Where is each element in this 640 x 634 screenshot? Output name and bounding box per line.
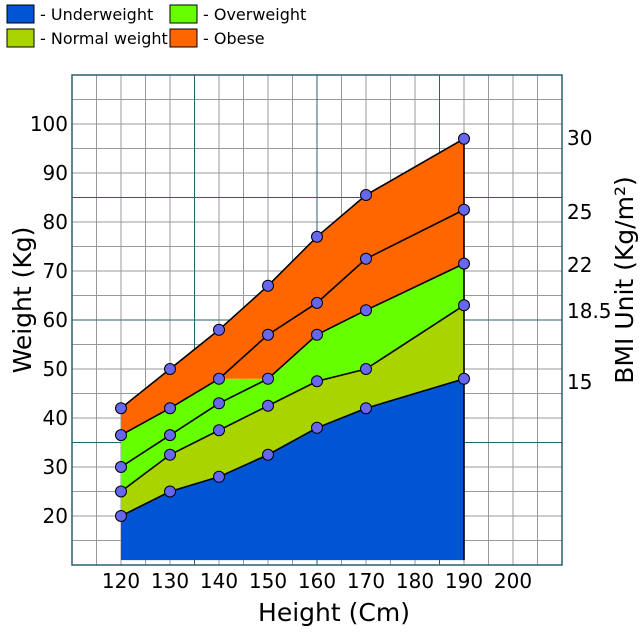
legend-label: - Obese (203, 29, 265, 48)
x-tick-label: 170 (347, 569, 385, 593)
bmi-tick-label: 30 (567, 126, 592, 150)
y-tick-label: 70 (43, 259, 68, 283)
y-tick-label: 90 (43, 161, 68, 185)
data-point (115, 402, 127, 415)
area-obese (121, 138, 464, 436)
data-point (115, 429, 127, 442)
data-markers (115, 132, 470, 522)
data-point (311, 421, 323, 434)
x-tick-label: 130 (151, 569, 189, 593)
data-point (262, 328, 274, 341)
data-point (311, 296, 323, 309)
x-tick-label: 150 (249, 569, 287, 593)
data-point (213, 323, 225, 336)
area-underweight (121, 378, 464, 561)
data-point (311, 230, 323, 243)
x-tick-label: 140 (200, 569, 238, 593)
y-tick-label: 100 (30, 112, 68, 136)
data-point (360, 252, 372, 265)
data-point (164, 363, 176, 375)
bmi-tick-label: 18.5 (567, 299, 612, 323)
x-tick-label: 180 (396, 569, 434, 593)
data-point (262, 372, 274, 385)
legend-label: - Overweight (203, 5, 306, 24)
area-overweight (121, 263, 464, 492)
area-series (121, 138, 464, 561)
data-point (360, 304, 372, 317)
data-point (458, 257, 470, 270)
data-point (262, 399, 274, 412)
bmi-tick-label: 22 (567, 253, 592, 277)
x-tick-label: 160 (298, 569, 336, 593)
data-point (213, 470, 225, 483)
data-point (213, 424, 225, 437)
data-point (164, 429, 176, 442)
x-axis-label: Height (Cm) (258, 598, 410, 627)
y-tick-label: 60 (43, 308, 68, 332)
bmi-tick-label: 25 (567, 200, 592, 224)
data-point (458, 299, 470, 312)
bmi-axis-label: BMI Unit (Kg/m²) (610, 176, 639, 383)
data-point (311, 375, 323, 388)
data-point (262, 279, 274, 292)
legend-swatch (6, 28, 35, 48)
data-point (458, 372, 470, 385)
data-point (115, 461, 127, 473)
legend-swatch (6, 4, 35, 24)
x-tick-label: 200 (494, 569, 532, 593)
y-tick-label: 30 (43, 455, 68, 479)
data-point (458, 132, 470, 145)
legend-label: - Underweight (40, 5, 153, 24)
x-tick-label: 190 (445, 569, 483, 593)
plot-border (71, 74, 563, 566)
y-tick-label: 80 (43, 210, 68, 234)
data-point (360, 402, 372, 415)
data-point (458, 203, 470, 216)
data-point (115, 485, 127, 498)
tick-labels: 120 130 140 150 160 170 180 190 200 20 30 40 50 60 70 8… (30, 112, 612, 593)
data-point (164, 402, 176, 415)
legend-swatch (169, 28, 198, 48)
data-point (360, 189, 372, 202)
legend: - Underweight - Overweight - Normal weight… (6, 4, 306, 48)
legend-label: - Normal weight (40, 29, 168, 48)
data-point (164, 485, 176, 498)
data-point (115, 510, 127, 522)
data-point (311, 328, 323, 341)
y-axis-label: Weight (Kg) (8, 227, 37, 374)
data-point (213, 372, 225, 385)
bmi-tick-label: 15 (567, 370, 592, 394)
y-tick-label: 40 (43, 406, 68, 430)
y-tick-label: 20 (43, 504, 68, 528)
data-point (164, 448, 176, 461)
data-point (213, 397, 225, 410)
area-normal-weight (121, 305, 464, 516)
legend-swatch (169, 4, 198, 24)
y-tick-label: 50 (43, 357, 68, 381)
data-point (262, 448, 274, 461)
x-tick-label: 120 (102, 569, 140, 593)
data-point (360, 363, 372, 375)
